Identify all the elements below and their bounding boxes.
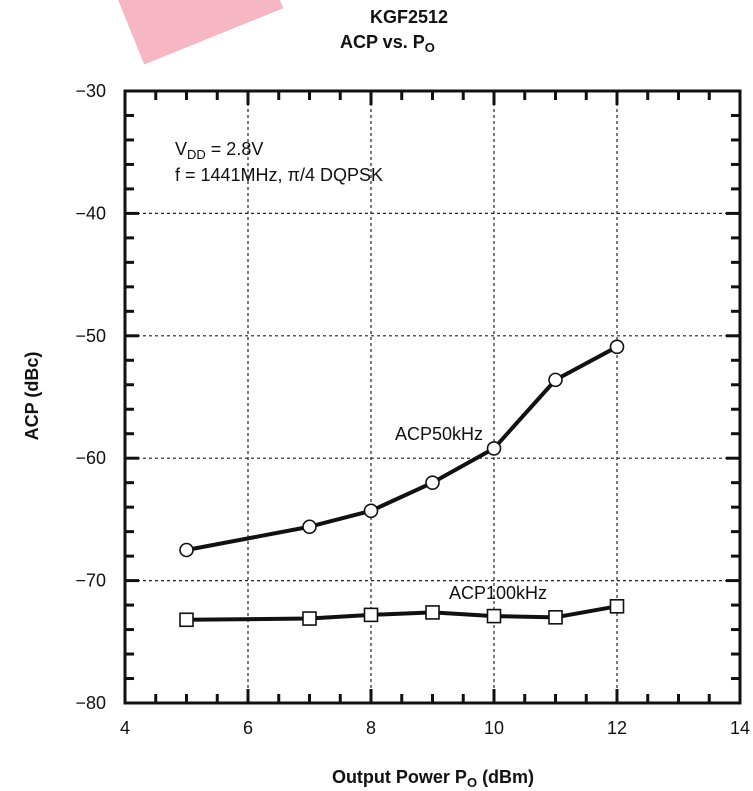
- data-point-ACP100kHz: [609, 599, 625, 614]
- y-tick-label: −80: [75, 693, 106, 713]
- x-tick-label: 8: [366, 718, 376, 738]
- data-point-ACP100kHz: [548, 610, 563, 625]
- annotation-vdd: VDD = 2.8V: [175, 139, 263, 162]
- data-point-ACP100kHz: [425, 605, 440, 620]
- series-label-ACP50kHz: ACP50kHz: [395, 424, 483, 444]
- data-point-ACP50kHz: [179, 542, 194, 558]
- annotation-vdd-prefix: V: [175, 139, 187, 159]
- chart-subtitle-text: ACP vs. P: [340, 32, 425, 52]
- x-axis-label-suffix: (dBm): [477, 767, 534, 787]
- chart-title: KGF2512: [370, 7, 449, 27]
- y-tick-label: −40: [75, 203, 106, 223]
- annotation-frequency: f = 1441MHz, π/4 DQPSK: [175, 165, 383, 185]
- x-tick-label: 10: [484, 718, 504, 738]
- data-point-ACP50kHz: [548, 372, 563, 388]
- x-tick-label: 6: [243, 718, 253, 738]
- annotation-vdd-subscript: DD: [187, 147, 206, 162]
- data-point-ACP100kHz: [179, 612, 194, 628]
- chart-subtitle: ACP vs. PO: [340, 31, 435, 59]
- x-tick-label: 4: [120, 718, 130, 738]
- y-tick-label: −60: [75, 448, 106, 468]
- series-label-ACP100kHz: ACP100kHz: [449, 583, 547, 603]
- x-tick-label: 14: [730, 718, 750, 738]
- data-point-ACP50kHz: [486, 441, 502, 456]
- y-tick-label: −50: [75, 326, 106, 346]
- x-axis-label-prefix: Output Power P: [332, 767, 467, 787]
- data-point-ACP100kHz: [302, 611, 317, 626]
- ticks-layer: [123, 89, 742, 705]
- annotation-vdd-suffix: = 2.8V: [206, 139, 264, 159]
- data-point-ACP50kHz: [363, 503, 379, 519]
- y-tick-label: −70: [75, 571, 106, 591]
- y-tick-label: −30: [75, 81, 106, 101]
- series-layer: ACP50kHz ACP100kHz: [179, 339, 625, 628]
- data-point-ACP50kHz: [302, 519, 317, 535]
- grid-layer: [125, 91, 740, 703]
- x-axis-label: Output Power PO (dBm): [332, 767, 534, 790]
- data-point-ACP100kHz: [486, 608, 502, 624]
- data-point-ACP100kHz: [363, 607, 379, 623]
- data-point-ACP50kHz: [609, 339, 625, 355]
- data-point-ACP50kHz: [425, 475, 440, 490]
- x-tick-label: 12: [607, 718, 627, 738]
- labels-layer: 4 6 8 10 12 14 −30 −40 −50 −60 −70 −80: [75, 81, 750, 738]
- x-axis-label-subscript: O: [467, 775, 477, 790]
- y-axis-label: ACP (dBc): [22, 352, 42, 441]
- chart-subtitle-subscript: O: [424, 40, 435, 55]
